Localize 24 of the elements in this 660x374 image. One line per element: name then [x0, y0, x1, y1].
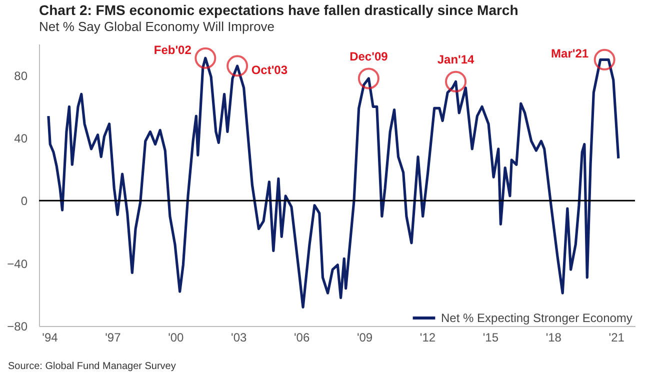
annotation: Mar'21 [551, 46, 589, 61]
x-tick-label: '03 [231, 330, 248, 344]
y-tick-label: −40 [7, 256, 28, 271]
x-tick-label: '18 [546, 330, 562, 344]
legend-label: Net % Expecting Stronger Economy [441, 311, 632, 325]
x-tick-label: '09 [356, 330, 373, 344]
chart-subtitle: Net % Say Global Economy Will Improve [39, 19, 275, 34]
y-tick-label: −80 [7, 320, 28, 334]
x-tick-label: '15 [482, 330, 499, 344]
chart-title: Chart 2: FMS economic expectations have fallen drastically since March [39, 2, 518, 18]
annotation: Jan'14 [437, 52, 475, 67]
y-tick-label: 80 [14, 68, 28, 83]
y-tick-label: 40 [14, 132, 28, 146]
x-tick-label: '94 [42, 330, 58, 344]
annotation: Dec'09 [350, 49, 388, 64]
annotation: Feb'02 [154, 43, 192, 58]
x-tick-label: '97 [105, 330, 122, 344]
annotation: Oct'03 [251, 62, 288, 77]
x-tick-label: '06 [294, 330, 310, 344]
x-tick-label: '12 [420, 330, 436, 344]
x-tick-label: '21 [608, 330, 625, 344]
x-tick-label: '00 [168, 330, 184, 344]
source-note: Source: Global Fund Manager Survey [7, 361, 177, 372]
y-tick-label: 0 [20, 194, 28, 208]
